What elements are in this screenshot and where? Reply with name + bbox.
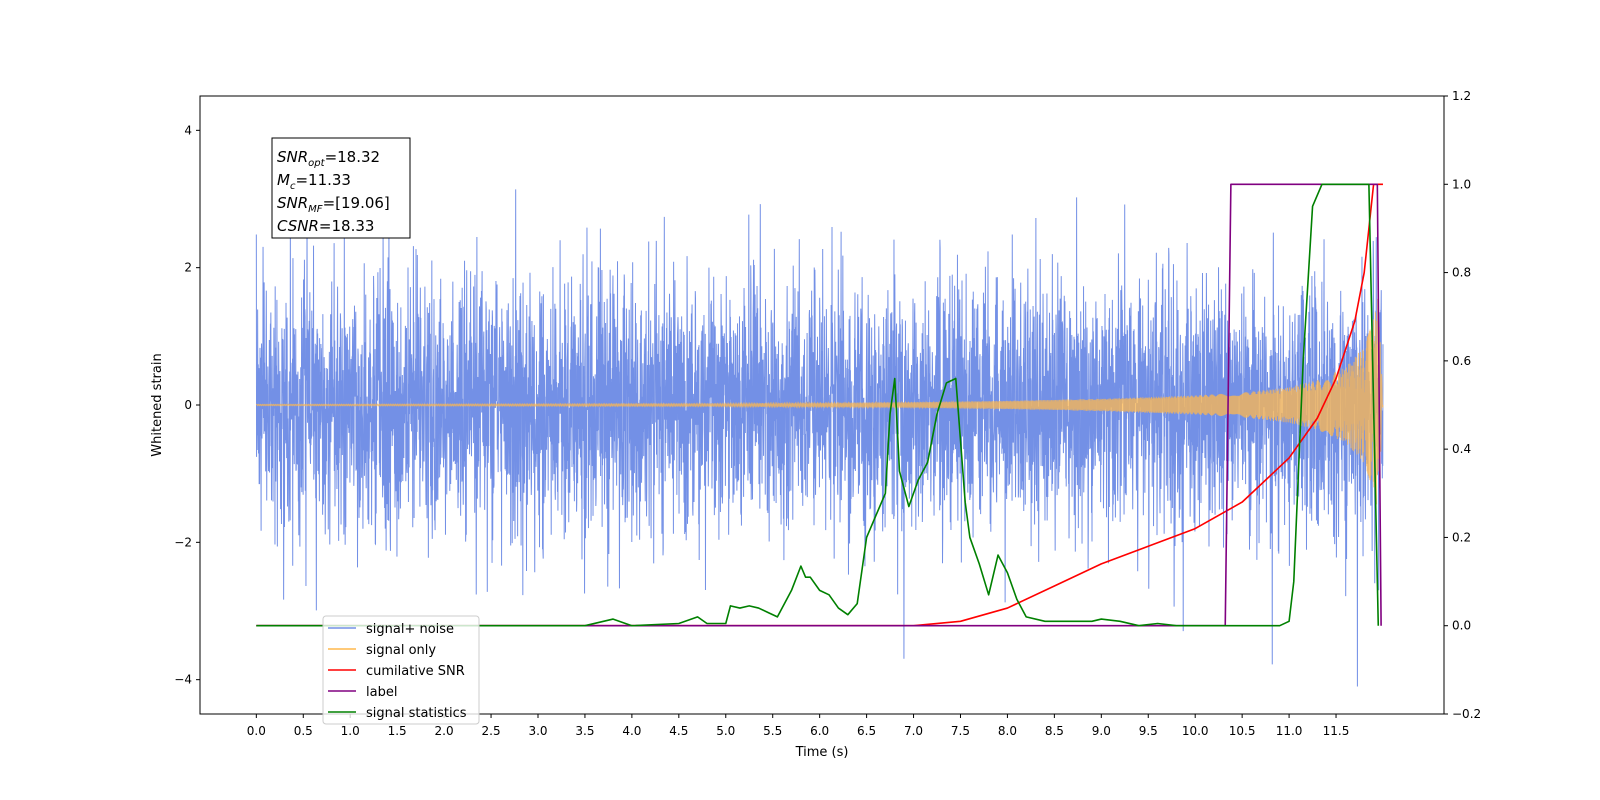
series-line-signal-only xyxy=(255,298,1384,505)
x-tick-label: 6.0 xyxy=(810,724,829,738)
y-axis-label: Whitened strain xyxy=(150,353,165,456)
x-tick-label: 4.5 xyxy=(669,724,688,738)
x-tick-label: 3.5 xyxy=(575,724,594,738)
y-right-tick-label: 0.0 xyxy=(1452,619,1471,633)
x-tick-label: 2.0 xyxy=(435,724,454,738)
x-tick-label: 8.0 xyxy=(998,724,1017,738)
legend-label: signal only xyxy=(366,643,436,658)
x-tick-label: 9.0 xyxy=(1092,724,1111,738)
legend-frame xyxy=(322,615,480,725)
annotation-frame xyxy=(271,137,411,239)
y-right-tick-label: 0.6 xyxy=(1452,354,1471,368)
annotation-line: SNRMF=[19.06] xyxy=(277,194,390,215)
x-tick-label: 0.0 xyxy=(247,724,266,738)
x-tick-label: 2.5 xyxy=(482,724,501,738)
y-left-tick-label: −2 xyxy=(174,535,192,549)
y-left-tick-label: 4 xyxy=(184,123,192,137)
x-axis: 0.0 0.5 1.0 1.5 2.0 2.5 3.0 3.5 4.0 4.5 5.0 5.5 6.0 6… xyxy=(247,714,1350,738)
x-tick-label: 3.0 xyxy=(528,724,547,738)
x-tick-label: 4.0 xyxy=(622,724,641,738)
series-line-signal-statistics xyxy=(256,183,1380,627)
annotation-line: Mc=11.33 xyxy=(277,171,351,192)
annotation-line: SNRopt=18.32 xyxy=(277,148,380,169)
legend-label: signal+ noise xyxy=(366,622,454,637)
right-y-axis: −0.2 0.0 0.2 0.4 0.6 0.8 1.0 1.2 xyxy=(1444,89,1481,721)
x-axis-label: Time (s) xyxy=(795,745,849,760)
series-line-signal-noise xyxy=(255,189,1384,687)
x-tick-label: 10.5 xyxy=(1229,724,1256,738)
x-tick-label: 6.5 xyxy=(857,724,876,738)
x-tick-label: 8.5 xyxy=(1045,724,1064,738)
y-right-tick-label: −0.2 xyxy=(1452,707,1481,721)
y-left-tick-label: 0 xyxy=(184,398,192,412)
series-line-label xyxy=(256,183,1382,627)
left-y-axis: −4 −2 0 2 4 xyxy=(174,123,200,687)
series-layer xyxy=(255,183,1384,687)
legend-label: label xyxy=(366,685,397,700)
x-tick-label: 7.0 xyxy=(904,724,923,738)
x-tick-label: 9.5 xyxy=(1139,724,1158,738)
series-line-cumilative-snr xyxy=(256,183,1383,627)
x-tick-label: 1.0 xyxy=(341,724,360,738)
legend-label: cumilative SNR xyxy=(366,664,465,679)
annotation-line: CSNR=18.33 xyxy=(277,217,374,235)
y-right-tick-label: 0.4 xyxy=(1452,442,1471,456)
y-right-tick-label: 0.2 xyxy=(1452,530,1471,544)
y-left-tick-label: 2 xyxy=(184,261,192,275)
x-tick-label: 5.5 xyxy=(763,724,782,738)
y-right-tick-label: 0.8 xyxy=(1452,266,1471,280)
x-tick-label: 5.0 xyxy=(716,724,735,738)
legend-label: signal statistics xyxy=(366,706,467,721)
y-right-tick-label: 1.2 xyxy=(1452,89,1471,103)
x-tick-label: 0.5 xyxy=(294,724,313,738)
x-tick-label: 7.5 xyxy=(951,724,970,738)
x-tick-label: 11.0 xyxy=(1276,724,1303,738)
legend: signal+ noise signal only cumilative SNR la… xyxy=(322,615,480,725)
x-tick-label: 11.5 xyxy=(1323,724,1350,738)
y-right-tick-label: 1.0 xyxy=(1452,177,1471,191)
x-tick-label: 1.5 xyxy=(388,724,407,738)
y-left-tick-label: −4 xyxy=(174,673,192,687)
x-tick-label: 10.0 xyxy=(1182,724,1209,738)
